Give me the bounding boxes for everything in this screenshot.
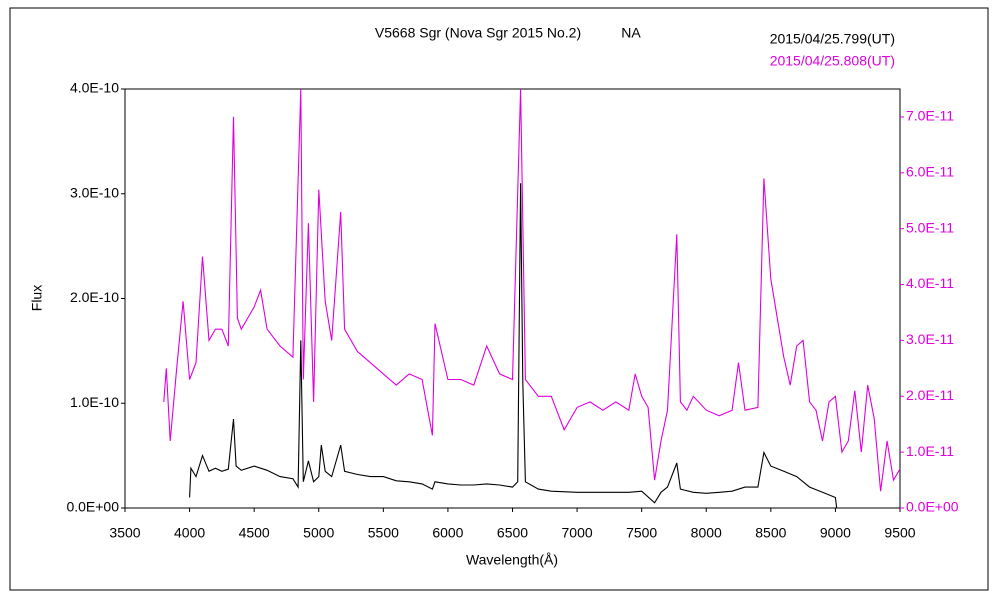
x-tick-label: 7500 [626,525,657,541]
y2-tick-label: 2.0E-11 [906,387,954,403]
x-tick-label: 6000 [432,525,463,541]
x-tick-label: 6500 [497,525,528,541]
y2-tick-label: 4.0E-11 [906,275,954,291]
outer-frame [9,7,989,591]
x-tick-label: 9500 [884,525,915,541]
x-tick-label: 8500 [755,525,786,541]
y-tick-label: 0.0E+00 [66,499,119,515]
x-tick-label: 4500 [239,525,270,541]
y-tick-label: 3.0E-10 [70,184,119,200]
y-tick-label: 1.0E-10 [70,394,119,410]
y2-tick-label: 6.0E-11 [906,164,954,180]
spectrum-line [163,88,901,492]
y-tick-label: 2.0E-10 [70,289,119,305]
x-axis-label: Wavelength(Å) [466,552,558,568]
x-tick-label: 9000 [820,525,851,541]
x-tick-label: 7000 [562,525,593,541]
y-axis-label: Flux [29,285,45,311]
y2-tick-label: 7.0E-11 [906,108,954,124]
y-tick-label: 4.0E-10 [70,80,119,96]
chart-title: V5668 Sgr (Nova Sgr 2015 No.2) [375,25,581,41]
x-tick-label: 5500 [368,525,399,541]
legend-entry: 2015/04/25.799(UT) [770,31,895,47]
x-tick-label: 5000 [303,525,334,541]
y2-tick-label: 3.0E-11 [906,331,954,347]
y2-tick-label: 1.0E-11 [906,443,954,459]
spectrum-line [189,183,838,509]
x-tick-label: 3500 [109,525,140,541]
y2-tick-label: 5.0E-11 [906,219,954,235]
x-tick-label: 8000 [691,525,722,541]
legend-entry: 2015/04/25.808(UT) [770,53,895,69]
x-tick-label: 4000 [174,525,205,541]
y2-tick-label: 0.0E+00 [906,499,959,515]
chart-subtitle: NA [621,25,641,41]
